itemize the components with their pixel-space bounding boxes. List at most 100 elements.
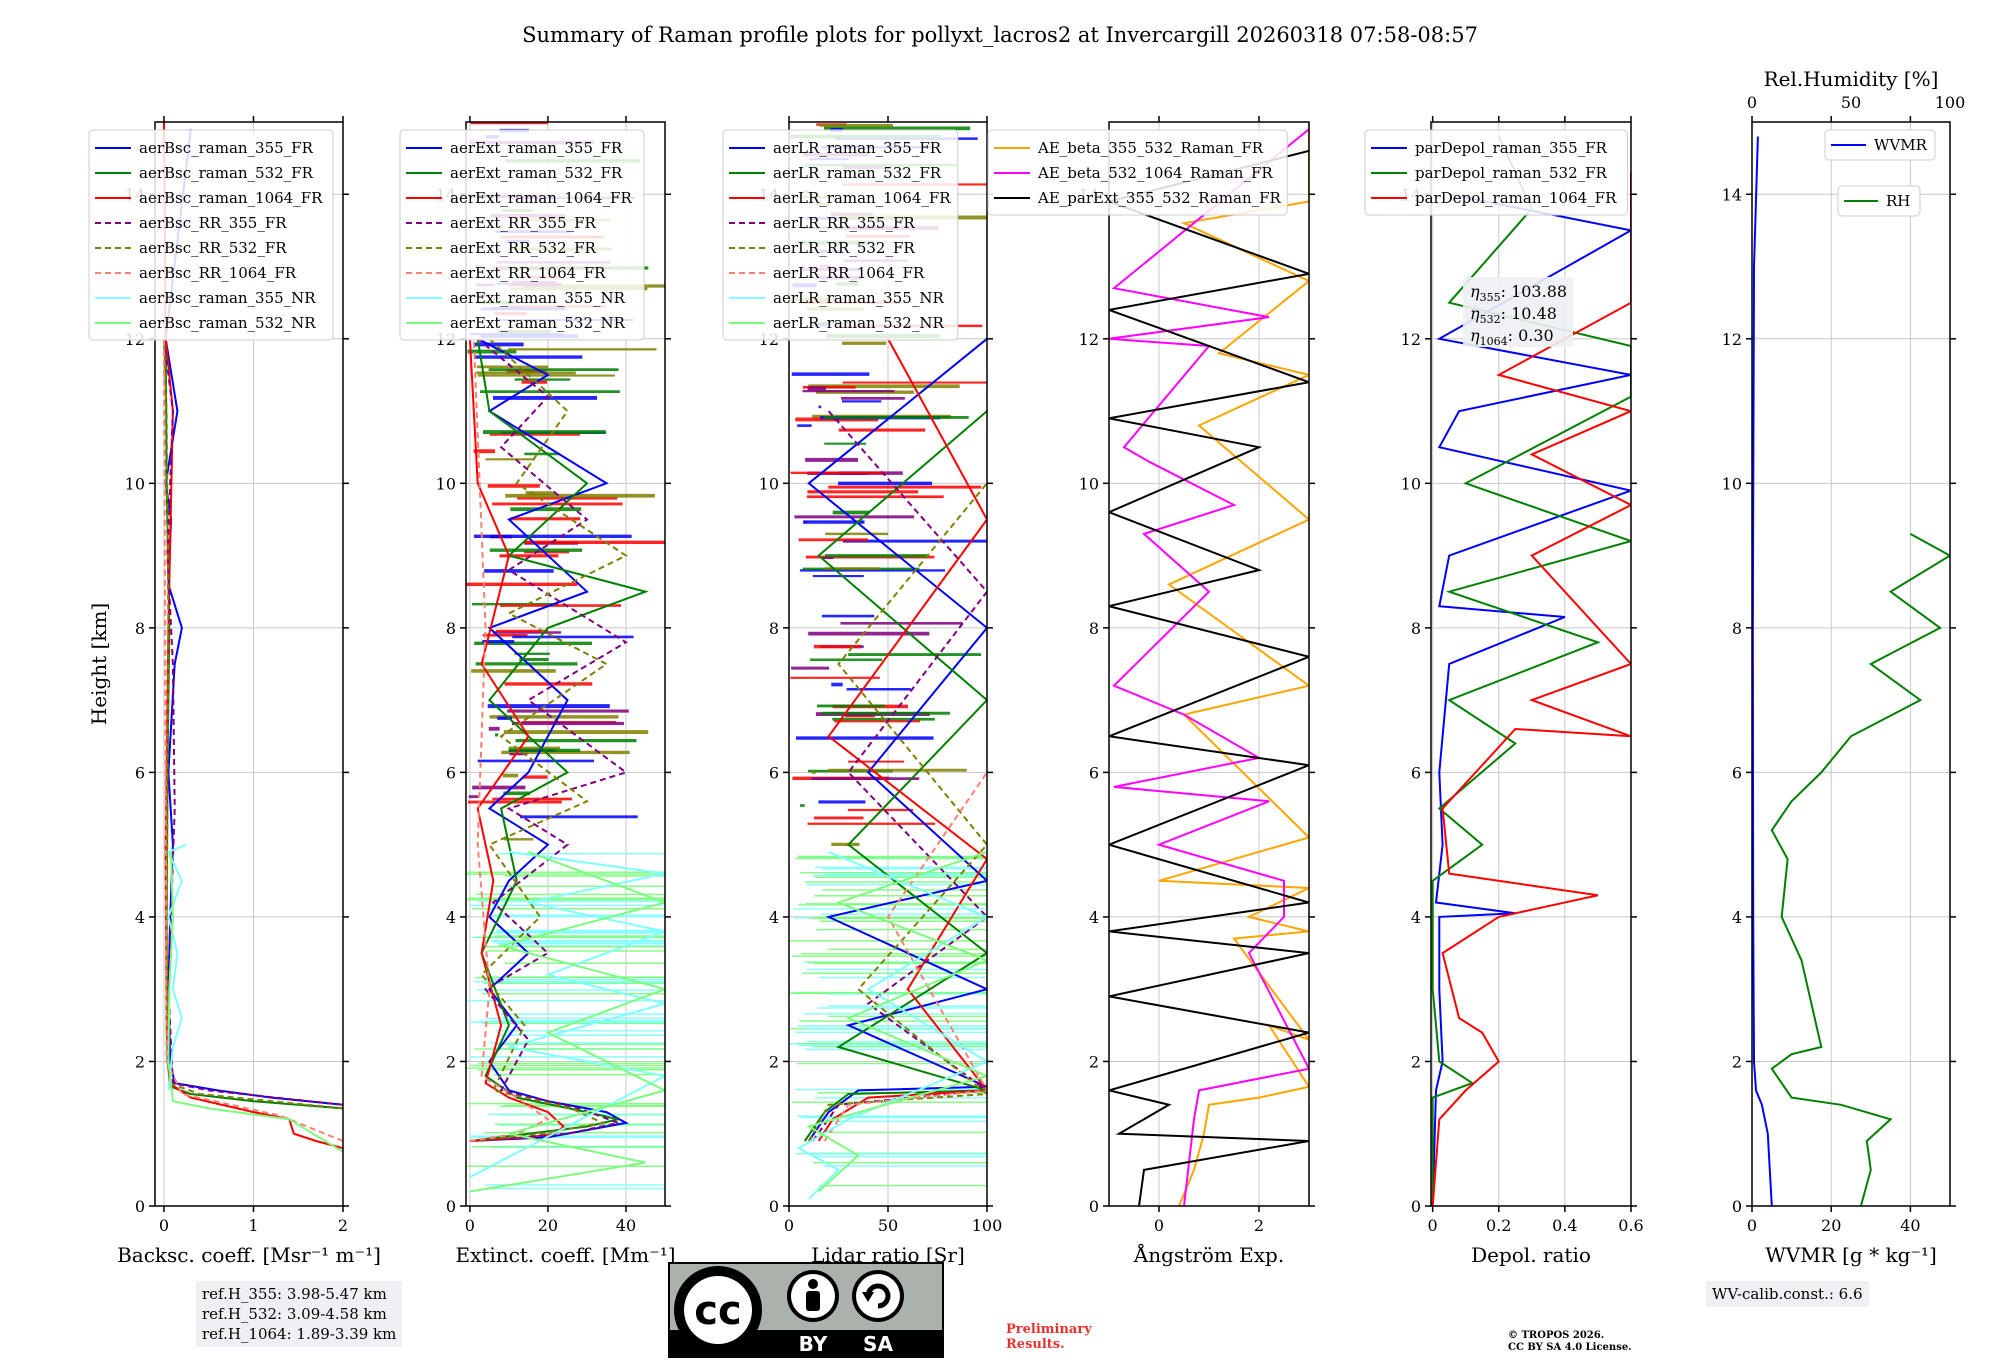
series-line-AE_parExt_355_532_Raman_FR: [1109, 149, 1309, 1206]
y-tick-label: 4: [1732, 908, 1742, 927]
cc-by-sa-badge: cc BY SA: [668, 1262, 944, 1362]
legend-entry: aerExt_raman_532_NR: [450, 314, 626, 332]
cc-logo-text: cc: [694, 1288, 741, 1334]
legend-backscatter: aerBsc_raman_355_FR aerBsc_raman_532_FRae…: [88, 129, 334, 341]
preliminary-line1: Preliminary: [1006, 1322, 1092, 1337]
y-tick-label: 4: [446, 908, 456, 927]
wv-calib-box: WV-calib.const.: 6.6: [1706, 1281, 1869, 1307]
sa-icon-arrowhead: [862, 1292, 874, 1302]
y-tick-label: 14: [1722, 185, 1742, 204]
plot-area-wvmr_rh: [1752, 136, 1950, 1206]
sa-icon-arrow: [865, 1283, 891, 1309]
series-line-aerBsc_raman_532_NR: [167, 851, 343, 1153]
series-line-parDepol_raman_355_FR: [1431, 193, 1631, 1206]
panel-extinction: 0204002468101214Extinct. coeff. [Mm⁻¹]ae…: [399, 116, 676, 1267]
legend-entry: aerBsc_RR_1064_FR: [139, 264, 297, 282]
y-tick-label: 6: [1411, 763, 1421, 782]
series-line-aerLR_raman_532_FR: [803, 410, 987, 1142]
ref-height-1064: ref.H_1064: 1.89-3.39 km: [202, 1325, 397, 1343]
legend-entry: aerExt_RR_355_FR: [450, 214, 597, 232]
series-line-aerExt_RR_1064_FR: [469, 338, 550, 1142]
legend-extinction: aerExt_raman_355_FR aerExt_raman_532_FRae…: [399, 129, 645, 341]
x-tick-label: 0: [1154, 1216, 1164, 1235]
x-tick-label: 0.4: [1552, 1216, 1577, 1235]
preliminary-note: Preliminary Results.: [1006, 1322, 1092, 1352]
series-line-WVMR: [1752, 136, 1773, 1206]
top-x-axis-label: Rel.Humidity [%]: [1764, 67, 1939, 91]
cc-by-sa-badge-graphic: cc BY SA: [668, 1262, 944, 1358]
legend-entry: WVMR: [1874, 136, 1928, 154]
legend-box: [1824, 129, 1936, 161]
y-tick-label: 0: [1089, 1197, 1099, 1216]
cc-inner: [684, 1276, 752, 1344]
plot-area-depol: [1431, 136, 1631, 1206]
series-line-aerExt_RR_355_FR: [469, 338, 629, 1142]
y-tick-label: 6: [769, 763, 779, 782]
legend-box: [987, 129, 1288, 216]
x-axis-label: WVMR [g * kg⁻¹]: [1765, 1243, 1937, 1267]
copyright-line2: CC BY SA 4.0 License.: [1508, 1342, 1632, 1353]
y-tick-label: 10: [759, 474, 779, 493]
x-tick-label: 0.2: [1486, 1216, 1511, 1235]
y-tick-label: 8: [1411, 619, 1421, 638]
y-tick-label: 0: [446, 1197, 456, 1216]
y-tick-label: 8: [1732, 619, 1742, 638]
legend-entry: aerBsc_RR_355_FR: [139, 214, 287, 232]
y-tick-label: 10: [125, 474, 145, 493]
figure-title: Summary of Raman profile plots for polly…: [522, 23, 1478, 47]
legend-entry: aerExt_RR_1064_FR: [450, 264, 606, 282]
y-tick-label: 0: [135, 1197, 145, 1216]
legend-entry: aerExt_RR_532_FR: [450, 239, 597, 257]
legend-entry: aerBsc_raman_532_NR: [139, 314, 316, 332]
legend-entry: aerExt_raman_532_FR: [450, 164, 623, 182]
axes-frame: [154, 121, 344, 1207]
legend-entry: aerLR_RR_532_FR: [773, 239, 915, 257]
by-icon-body: [806, 1291, 820, 1311]
y-tick-label: 4: [1089, 908, 1099, 927]
y-tick-label: 0: [1732, 1197, 1742, 1216]
series-line-aerLR_RR_1064_FR: [823, 771, 987, 1142]
legend-box: [1364, 129, 1628, 216]
y-tick-label: 10: [1079, 474, 1099, 493]
y-tick-label: 2: [769, 1052, 779, 1071]
x-tick-label: 20: [538, 1216, 558, 1235]
series-line-aerBsc_RR_532_FR: [163, 338, 343, 1110]
series-line-AE_beta_355_532_Raman_FR: [1158, 122, 1309, 1206]
y-tick-label: 12: [1079, 330, 1099, 349]
ref-height-532: ref.H_532: 3.09-4.58 km: [202, 1305, 387, 1323]
panel-lidar_ratio: 05010002468101214Lidar ratio [Sr]aerLR_r…: [722, 116, 1002, 1267]
wv-calib-text: WV-calib.const.: 6.6: [1712, 1285, 1863, 1303]
legend-depol: parDepol_raman_355_FR parDepol_raman_532_…: [1364, 129, 1628, 216]
plot-area-extinction: [466, 122, 665, 1193]
y-tick-label: 2: [1089, 1052, 1099, 1071]
series-line-aerLR_RR_532_FR: [807, 482, 987, 1142]
series-line-RH: [1770, 533, 1950, 1206]
eta-value-532: η532: 10.48: [1470, 304, 1557, 326]
legend-entry: aerBsc_RR_532_FR: [139, 239, 287, 257]
legend-entry: aerBsc_raman_355_NR: [139, 289, 316, 307]
y-tick-label: 6: [1732, 763, 1742, 782]
info-box-bg: [1463, 277, 1573, 347]
y-tick-label: 6: [446, 763, 456, 782]
series-line-aerLR_raman_355_NR: [796, 850, 987, 1200]
x-tick-label: 0: [465, 1216, 475, 1235]
y-tick-label: 8: [1089, 619, 1099, 638]
legend-entry: AE_beta_355_532_Raman_FR: [1037, 139, 1264, 157]
legend-entry: AE_beta_532_1064_Raman_FR: [1037, 164, 1273, 182]
y-tick-label: 10: [436, 474, 456, 493]
series-line-parDepol_raman_532_FR: [1431, 136, 1631, 1206]
legend-entry: AE_parExt_355_532_Raman_FR: [1037, 189, 1282, 207]
legend-entry: aerLR_raman_355_FR: [773, 139, 942, 157]
by-label: BY: [799, 1332, 828, 1356]
axes-frame: [465, 121, 666, 1207]
top-x-tick-label: 100: [1935, 93, 1966, 112]
eta-value-355: η355: 103.88: [1470, 282, 1567, 304]
legend-entry: aerLR_raman_532_FR: [773, 164, 942, 182]
by-icon-head: [808, 1279, 818, 1289]
legend-entry: aerLR_raman_355_NR: [773, 289, 944, 307]
panel-backscatter: 01202468101214Backsc. coeff. [Msr⁻¹ m⁻¹]…: [87, 116, 381, 1267]
series-line-aerBsc_RR_1064_FR: [163, 338, 343, 1142]
x-tick-label: 0.6: [1618, 1216, 1643, 1235]
x-tick-label: 0: [784, 1216, 794, 1235]
